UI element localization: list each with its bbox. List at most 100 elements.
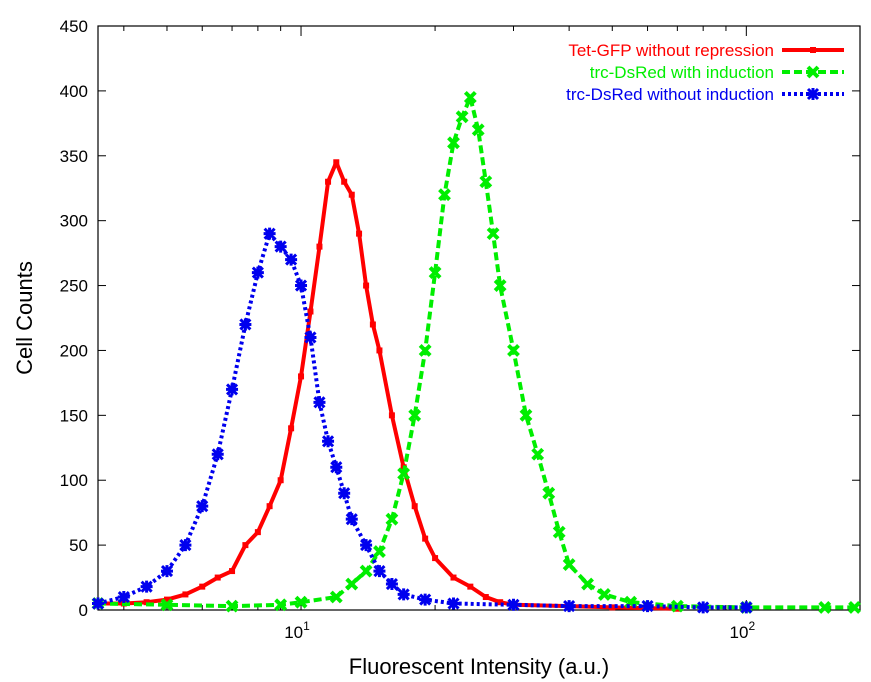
legend-label: Tet-GFP without repression: [568, 41, 774, 60]
data-point: [163, 596, 170, 603]
y-tick-label: 400: [60, 82, 88, 101]
data-point: [373, 545, 386, 559]
x-tick-exp: 1: [303, 619, 310, 633]
data-point: [160, 598, 174, 612]
series-layer: [91, 90, 861, 614]
data-point: [91, 597, 105, 610]
data-point: [316, 243, 323, 250]
data-point: [359, 564, 373, 578]
data-point: [479, 175, 493, 189]
data-point: [288, 425, 295, 432]
y-tick-label: 250: [60, 277, 88, 296]
data-point: [542, 486, 556, 500]
data-point: [345, 513, 358, 526]
data-point: [325, 178, 332, 185]
data-point: [225, 599, 239, 613]
plot-frame: [97, 25, 861, 611]
data-point: [341, 178, 348, 185]
data-point: [848, 600, 861, 614]
y-axis-label: Cell Counts: [12, 261, 37, 375]
data-point: [199, 583, 206, 590]
data-point: [285, 253, 298, 266]
legend-label: trc-DsRed without induction: [566, 85, 774, 104]
x-axis-label: Fluorescent Intensity (a.u.): [349, 654, 609, 679]
data-point: [482, 594, 489, 601]
data-point: [360, 539, 373, 552]
data-point: [376, 347, 383, 354]
data-point: [467, 583, 474, 590]
legend-swatch-marker: [806, 87, 820, 101]
data-point: [563, 600, 576, 613]
series-2: [91, 90, 861, 614]
data-point: [818, 600, 832, 614]
x-tick-label: 101: [284, 619, 310, 642]
data-point: [411, 503, 418, 510]
y-tick-label: 300: [60, 212, 88, 231]
data-point: [609, 604, 616, 611]
data-point: [740, 601, 753, 614]
data-point: [385, 512, 399, 526]
data-point: [471, 123, 485, 137]
legend-swatch-marker: [810, 47, 816, 53]
data-point: [369, 321, 376, 328]
data-point: [298, 373, 305, 380]
x-tick-label: 102: [730, 619, 756, 642]
data-point: [408, 408, 422, 422]
data-point: [562, 558, 576, 571]
data-point: [531, 447, 545, 461]
y-tick-label: 50: [69, 536, 88, 555]
data-point: [182, 591, 189, 598]
data-point: [438, 188, 451, 202]
data-point: [274, 598, 288, 612]
data-point: [385, 577, 398, 591]
data-point: [356, 230, 363, 237]
data-point: [294, 595, 308, 609]
y-tick-label: 350: [60, 147, 88, 166]
data-point: [196, 500, 209, 513]
data-point: [697, 601, 710, 614]
data-point: [307, 308, 314, 315]
data-point: [266, 503, 273, 510]
data-point: [321, 435, 335, 448]
y-tick-label: 200: [60, 341, 88, 360]
data-point: [397, 588, 410, 601]
data-point: [455, 110, 469, 124]
data-point: [294, 279, 308, 292]
data-point: [274, 240, 287, 253]
data-point: [277, 477, 284, 484]
data-point: [450, 574, 457, 581]
data-point: [338, 487, 351, 500]
data-point: [160, 565, 174, 578]
data-point: [581, 577, 594, 591]
data-point: [304, 331, 317, 344]
data-point: [211, 448, 224, 461]
data-point: [507, 344, 520, 357]
y-tick-label: 150: [60, 406, 88, 425]
data-point: [348, 191, 355, 198]
data-point: [225, 383, 239, 396]
data-point: [373, 565, 386, 578]
data-point: [333, 159, 340, 166]
data-point: [143, 599, 150, 606]
data-point: [422, 535, 429, 542]
data-point: [117, 590, 130, 604]
data-point: [432, 555, 439, 562]
data-point: [330, 461, 343, 474]
data-point: [214, 574, 221, 581]
data-point: [486, 227, 500, 241]
data-point: [497, 599, 504, 606]
data-point: [597, 588, 611, 601]
data-point: [397, 467, 411, 481]
data-point: [447, 136, 460, 150]
legend: Tet-GFP without repression trc-DsRed with…: [566, 41, 844, 104]
data-point: [507, 598, 520, 611]
data-point: [641, 600, 654, 613]
y-tick-label: 0: [79, 601, 88, 620]
data-point: [254, 529, 261, 536]
x-tick-base: 10: [284, 623, 303, 642]
data-point: [493, 279, 507, 292]
data-point: [428, 266, 442, 279]
y-tick-label: 100: [60, 471, 88, 490]
